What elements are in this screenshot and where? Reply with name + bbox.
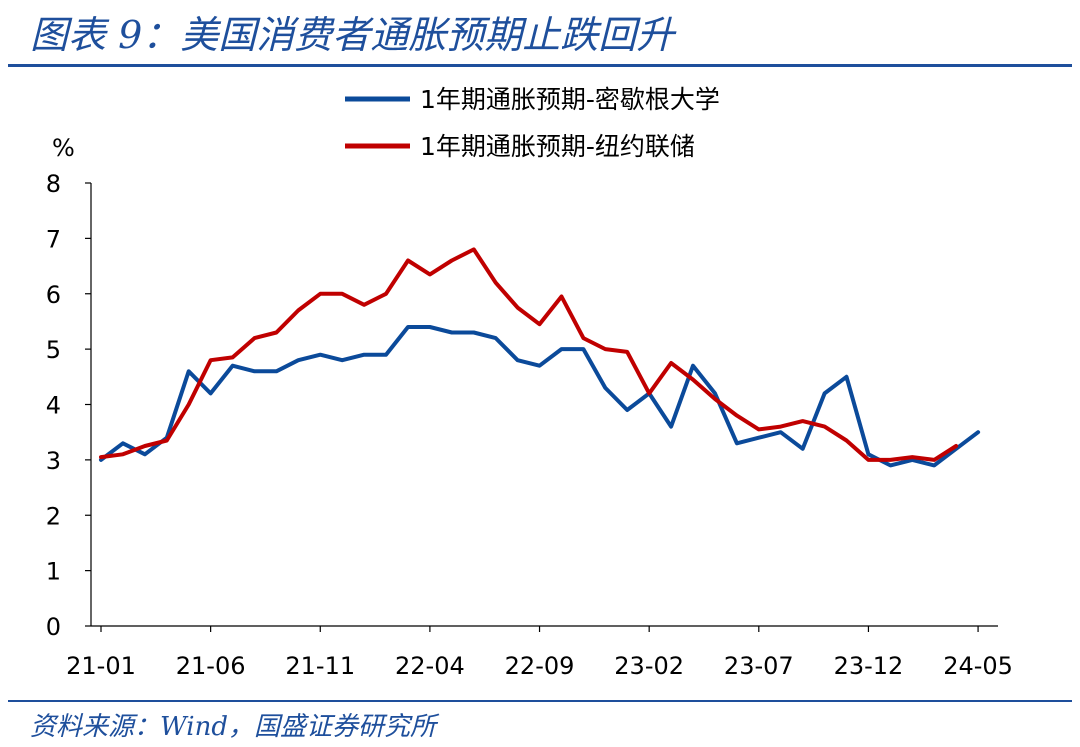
y-tick-label: 4 (46, 392, 61, 420)
x-tick-label: 22-09 (505, 652, 575, 680)
source-note: 资料来源：Wind，国盛证券研究所 (30, 712, 436, 742)
x-tick-label: 23-02 (614, 652, 684, 680)
y-tick-label: 6 (46, 281, 61, 309)
x-tick-label: 21-01 (66, 652, 136, 680)
axes: 0 1 2 3 4 5 6 7 8 21-01 21-06 21-11 22-04 22-09 23-02 2… (46, 170, 1013, 680)
series-layer (99, 247, 981, 468)
y-axis-unit-label: % (52, 134, 75, 162)
x-tick-label: 23-12 (834, 652, 904, 680)
x-tick-label: 22-04 (395, 652, 465, 680)
title-rule (8, 64, 1072, 67)
x-tick-label: 21-06 (176, 652, 246, 680)
series-line-nyfed (99, 247, 959, 462)
y-tick-label: 5 (46, 336, 61, 364)
series-line-umich (99, 325, 981, 468)
x-tick-label: 24-05 (943, 652, 1013, 680)
chart-title: 图表 9：美国消费者通胀预期止跌回升 (30, 13, 675, 57)
y-tick-label: 0 (46, 613, 61, 641)
legend-label-nyfed: 1年期通胀预期-纽约联储 (420, 132, 695, 161)
y-tick-label: 2 (46, 502, 61, 530)
y-tick-label: 1 (46, 558, 61, 586)
x-tick-label: 21-11 (285, 652, 355, 680)
y-tick-label: 7 (46, 225, 61, 253)
y-tick-label: 8 (46, 170, 61, 198)
y-tick-label: 3 (46, 447, 61, 475)
source-rule (8, 700, 1072, 702)
legend-label-umich: 1年期通胀预期-密歇根大学 (420, 85, 720, 114)
legend: 1年期通胀预期-密歇根大学 1年期通胀预期-纽约联储 (345, 85, 720, 161)
x-tick-label: 23-07 (724, 652, 794, 680)
